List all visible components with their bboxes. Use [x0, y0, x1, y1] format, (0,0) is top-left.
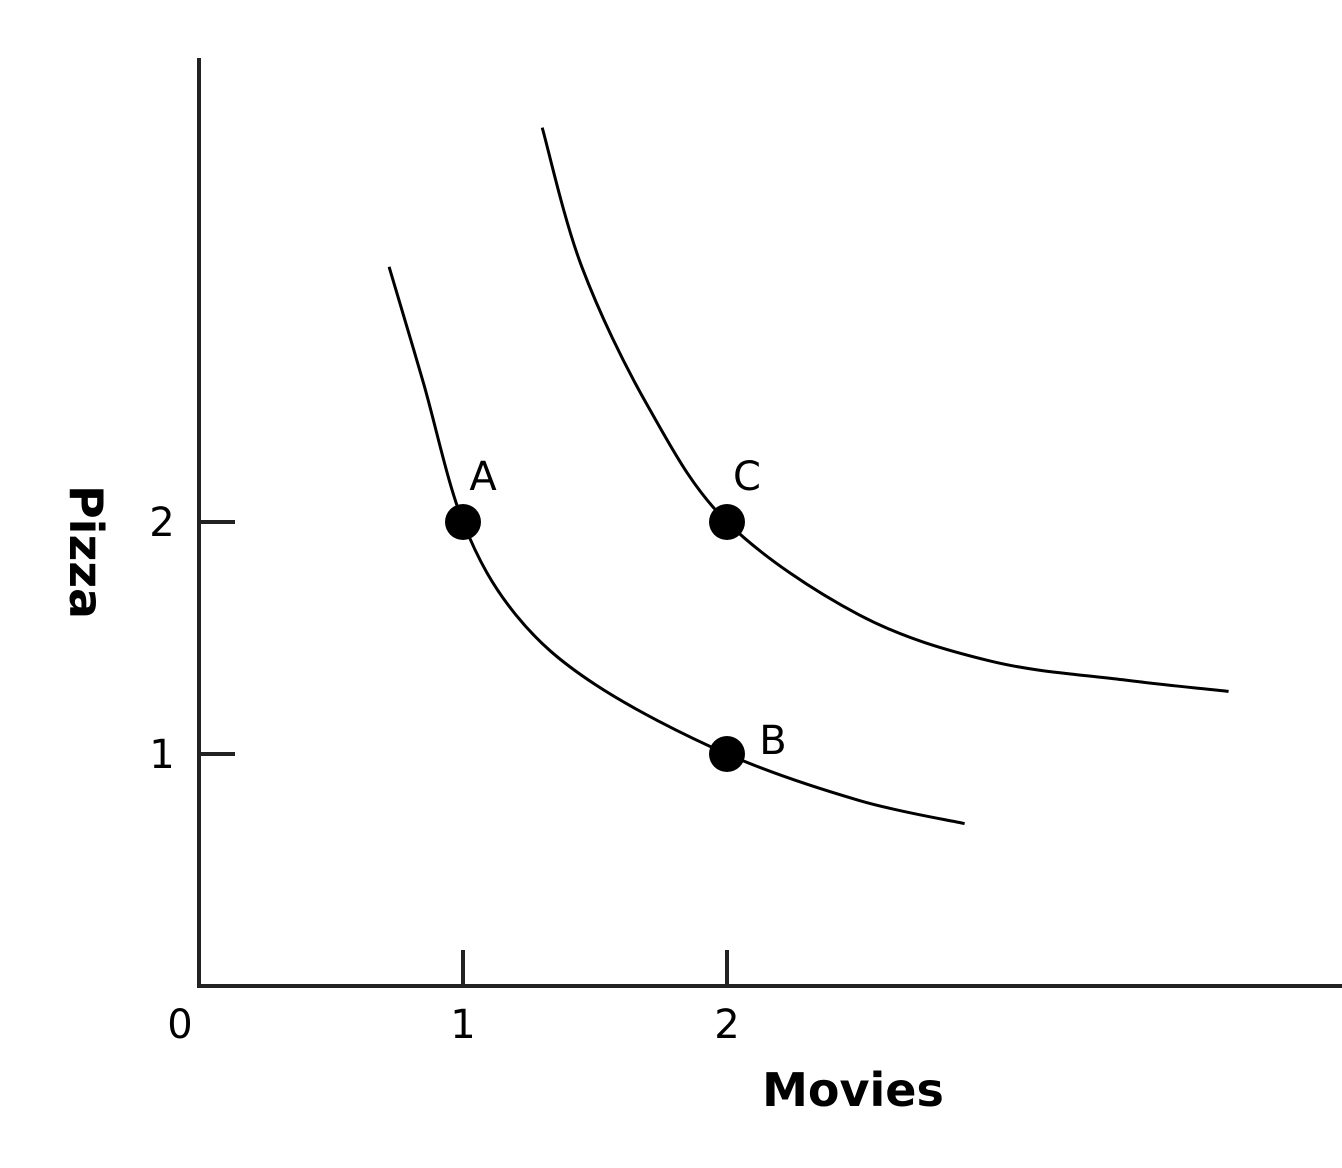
points: A B C — [445, 454, 787, 772]
axes — [197, 58, 1342, 988]
x-tick-label: 1 — [450, 1002, 475, 1048]
point-label-c: C — [733, 454, 761, 500]
y-tick-label: 2 — [149, 500, 174, 546]
point-a — [445, 504, 481, 540]
x-axis-title: Movies — [762, 1063, 944, 1117]
point-label-a: A — [469, 454, 497, 500]
point-label-b: B — [759, 718, 786, 764]
indifference-curve-2 — [540, 127, 1229, 693]
curves — [387, 127, 1229, 826]
point-c — [709, 504, 745, 540]
y-tick-label: 1 — [149, 732, 174, 778]
point-b — [709, 736, 745, 772]
origin-label: 0 — [167, 1002, 192, 1048]
ticks: 1 2 1 2 — [149, 500, 739, 1048]
y-axis-title: Pizza — [59, 485, 113, 619]
x-tick-label: 2 — [714, 1002, 739, 1048]
indifference-curve-1 — [387, 266, 965, 826]
